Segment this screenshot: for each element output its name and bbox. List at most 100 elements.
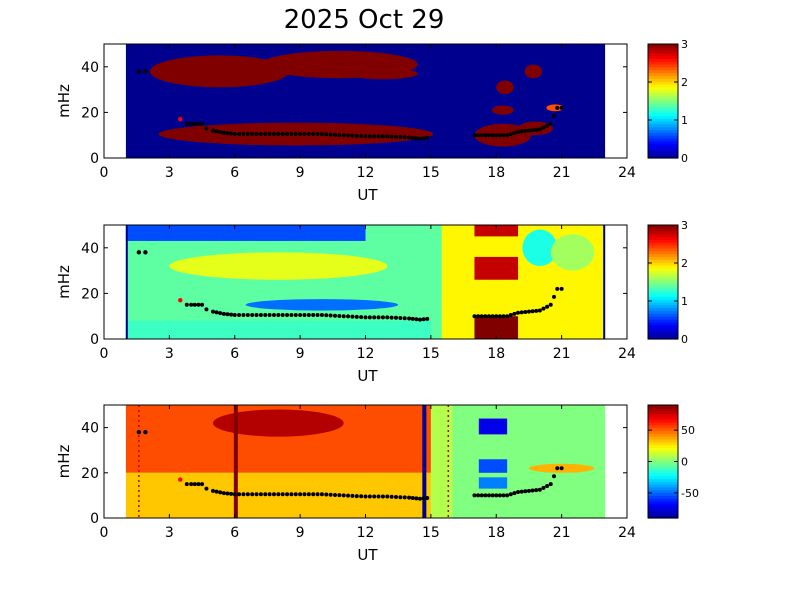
colorbar-swatch	[648, 66, 678, 71]
colorbar-swatch	[648, 282, 678, 286]
x-tick-label: 6	[230, 165, 239, 181]
colorbar-tick-label: 0	[681, 456, 688, 469]
trace-point	[501, 314, 506, 319]
trace-point	[534, 308, 539, 313]
trace-point	[508, 492, 513, 497]
trace-point	[237, 132, 242, 137]
colorbar-swatch	[648, 481, 678, 485]
colorbar-swatch	[648, 319, 678, 323]
trace-point	[402, 495, 407, 500]
x-tick-label: 6	[230, 346, 239, 362]
trace-point	[293, 132, 298, 137]
colorbar-swatch	[648, 301, 678, 306]
trace-point	[516, 490, 521, 495]
trace-point	[289, 492, 294, 497]
colorbar-swatch	[648, 455, 678, 460]
trace-point	[548, 121, 553, 126]
trace-point	[250, 492, 255, 497]
colorbar-swatch	[648, 72, 678, 76]
trace-point	[306, 313, 311, 318]
panel-3: 0 3 6 9 12 15 18 21 24 0 20 40 UT mHz -50 0 50	[55, 404, 699, 564]
colorbar-swatch	[648, 467, 678, 471]
trace-point	[250, 132, 255, 137]
colorbar-tick-label: -50	[681, 487, 699, 500]
trace-point	[402, 135, 407, 140]
trace-point	[214, 310, 219, 315]
x-tick-label: 24	[618, 525, 636, 541]
trace-point	[184, 302, 189, 307]
trace-point	[204, 307, 209, 312]
x-tick-label: 21	[553, 525, 571, 541]
colorbar-swatch	[648, 106, 678, 111]
y-tick-label: 0	[90, 332, 99, 348]
colorbar-tick-label: 1	[681, 295, 688, 308]
heatmap-region	[478, 477, 508, 489]
trace-point	[306, 492, 311, 497]
trace-point	[497, 314, 502, 319]
colorbar-swatch	[648, 227, 678, 232]
trace-point	[359, 134, 364, 139]
colorbar-swatch	[648, 447, 678, 451]
colorbar-swatch	[648, 81, 678, 85]
colorbar-swatch	[648, 63, 678, 68]
trace-point	[324, 132, 329, 137]
trace-point	[196, 121, 201, 126]
trace-point	[218, 311, 223, 316]
colorbar-swatch	[648, 484, 678, 488]
trace-point	[263, 132, 268, 137]
trace-point	[490, 493, 495, 498]
colorbar-swatch	[648, 264, 678, 269]
trace-point	[200, 482, 205, 487]
colorbar-swatch	[648, 46, 678, 51]
colorbar-swatch	[648, 126, 678, 131]
trace-point	[486, 493, 491, 498]
trace-point	[414, 496, 419, 501]
trace-point	[192, 121, 197, 126]
trace-point	[490, 314, 495, 319]
heatmap-region	[212, 409, 344, 437]
trace-point	[363, 494, 368, 499]
trace-point	[359, 315, 364, 320]
trace-point	[354, 133, 359, 138]
x-axis-label: UT	[357, 546, 378, 564]
trace-point	[414, 136, 419, 141]
trace-point	[200, 121, 205, 126]
trace-point	[276, 492, 281, 497]
trace-point	[425, 135, 430, 140]
x-tick-label: 21	[553, 165, 571, 181]
trace-point	[421, 136, 426, 141]
x-axis-label: UT	[357, 367, 378, 385]
trace-point	[280, 313, 285, 318]
trace-point	[196, 302, 201, 307]
trace-point	[385, 134, 390, 139]
colorbar-swatch	[648, 492, 678, 496]
trace-point	[218, 130, 223, 135]
trace-point	[476, 314, 481, 319]
colorbar-swatch	[648, 472, 678, 477]
x-tick-label: 18	[487, 525, 505, 541]
trace-point	[376, 134, 381, 139]
trace-point	[559, 105, 564, 110]
colorbar-swatch	[648, 242, 678, 246]
colorbar-swatch	[648, 61, 678, 65]
trace-point	[526, 309, 531, 314]
colorbar-swatch	[648, 225, 678, 229]
trace-point	[551, 294, 556, 299]
trace-point	[512, 491, 517, 496]
colorbar-swatch	[648, 267, 678, 272]
y-tick-label: 40	[81, 421, 99, 437]
trace-point	[414, 317, 419, 322]
trace-point	[285, 313, 290, 318]
trace-point	[417, 496, 422, 501]
colorbar-swatch	[648, 236, 678, 240]
colorbar-swatch	[648, 321, 678, 326]
colorbar-swatch	[648, 92, 678, 96]
trace-point	[337, 313, 342, 318]
colorbar-swatch	[648, 69, 678, 74]
y-tick-label: 0	[90, 511, 99, 527]
x-tick-label: 6	[230, 525, 239, 541]
trace-point	[494, 314, 499, 319]
trace-point	[523, 489, 528, 494]
trace-point	[407, 495, 412, 500]
x-tick-label: 3	[165, 346, 174, 362]
